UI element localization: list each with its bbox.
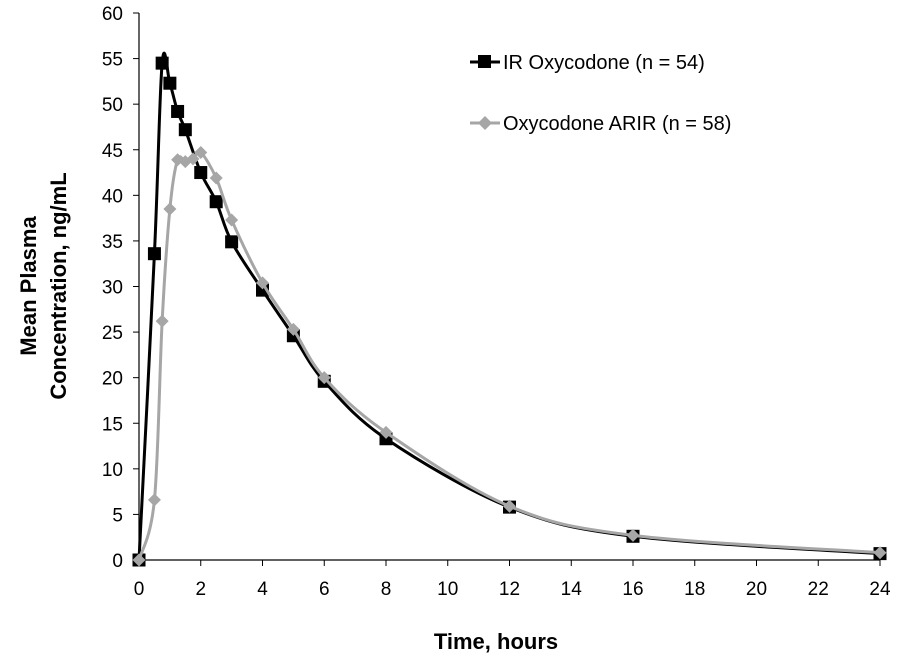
data-point-diamond	[163, 202, 177, 216]
data-point-square	[163, 76, 177, 90]
y-tick-label: 40	[102, 186, 123, 207]
x-tick-label: 10	[437, 579, 458, 600]
y-tick-label: 50	[102, 95, 123, 116]
y-tick-label: 60	[102, 4, 123, 25]
data-point-square	[194, 166, 208, 180]
axes	[138, 13, 880, 561]
data-point-diamond	[503, 499, 516, 513]
y-tick-label: 35	[102, 232, 123, 253]
data-point-diamond	[379, 425, 393, 439]
data-point-diamond	[186, 152, 200, 166]
y-tick-label: 55	[102, 50, 123, 71]
data-point-square	[171, 104, 185, 118]
y-axis-title-line-1: Mean Plasma	[16, 216, 41, 356]
legend-diamond-marker	[478, 116, 492, 130]
y-tick-label: 25	[102, 323, 123, 344]
x-axis-title: Time, hours	[434, 629, 558, 654]
x-tick-label: 0	[134, 579, 145, 600]
data-point-diamond	[147, 493, 161, 507]
data-point-square	[225, 235, 239, 249]
x-tick-label: 24	[869, 579, 891, 600]
data-point-diamond	[132, 553, 146, 567]
legend-item-ir-oxycodone: IR Oxycodone (n = 54)	[470, 52, 705, 74]
legend-square-marker	[478, 55, 491, 68]
data-point-square	[178, 123, 192, 137]
legend-label-ir-oxycodone: IR Oxycodone (n = 54)	[503, 52, 705, 74]
x-tick-label: 6	[319, 579, 330, 600]
y-tick-label: 5	[112, 505, 123, 526]
x-tick-label: 14	[561, 579, 583, 600]
x-tick-label: 2	[195, 579, 206, 600]
y-tick-label: 10	[102, 460, 123, 481]
y-tick-label: 20	[102, 369, 123, 390]
data-point-diamond	[194, 145, 208, 159]
y-tick-label: 45	[102, 141, 123, 162]
legend: IR Oxycodone (n = 54) Oxycodone ARIR (n …	[470, 52, 731, 135]
y-tick-label: 15	[102, 414, 123, 435]
x-tick-label: 8	[381, 579, 392, 600]
data-point-square	[155, 56, 169, 70]
y-axis-ticks: 0 5 10 15 20 25 30 35 40 45 50 55 60	[102, 4, 139, 572]
y-axis-title: Mean Plasma Concentration, ng/mL	[16, 172, 71, 399]
data-point-diamond	[286, 322, 300, 336]
x-tick-label: 4	[257, 579, 268, 600]
legend-label-oxycodone-arir: Oxycodone ARIR (n = 58)	[503, 113, 731, 135]
data-point-diamond	[873, 546, 887, 560]
x-axis-ticks: 0 2 4 6 8 10 12 14 16 18 20 22 24	[134, 560, 891, 600]
x-tick-label: 16	[622, 579, 643, 600]
x-tick-label: 22	[808, 579, 829, 600]
data-point-square	[209, 195, 223, 209]
series-line	[137, 150, 881, 561]
y-axis-title-line-2: Concentration, ng/mL	[46, 172, 71, 399]
data-point-diamond	[317, 371, 331, 385]
legend-item-oxycodone-arir: Oxycodone ARIR (n = 58)	[470, 113, 731, 135]
x-tick-label: 12	[499, 579, 520, 600]
data-point-square	[147, 247, 161, 261]
data-point-diamond	[256, 276, 269, 290]
y-tick-label: 30	[102, 278, 123, 299]
x-tick-label: 20	[746, 579, 767, 600]
series-layer	[132, 51, 887, 567]
series-oxycodone-arir	[132, 145, 887, 567]
data-point-diamond	[209, 171, 223, 185]
y-tick-label: 0	[112, 551, 123, 572]
data-point-diamond	[225, 213, 239, 227]
data-point-diamond	[626, 528, 640, 542]
data-point-diamond	[155, 314, 169, 328]
x-tick-label: 18	[684, 579, 705, 600]
